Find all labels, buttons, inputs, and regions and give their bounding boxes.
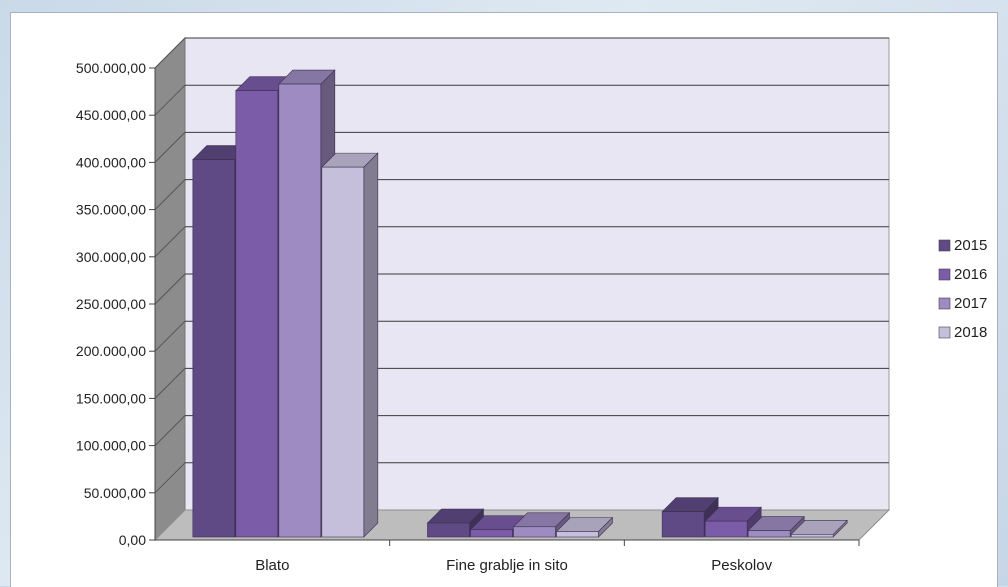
y-tick-label: 300.000,00 <box>76 249 146 265</box>
legend-swatch-2018 <box>938 326 951 339</box>
y-axis-ticks: 0,00 50.000,00 100.000,00 150.000,00 200.000… <box>76 60 156 548</box>
y-tick-label: 100.000,00 <box>76 438 146 454</box>
y-tick-label: 500.000,00 <box>76 60 146 76</box>
bar-front <box>321 166 365 538</box>
legend-label: 2016 <box>954 266 987 283</box>
y-tick-label: 400.000,00 <box>76 154 146 170</box>
gridline-depth <box>154 132 186 163</box>
bar-front <box>278 83 322 538</box>
bar-front <box>556 531 599 538</box>
bar-2018-1 <box>555 516 614 538</box>
gridline-depth <box>154 37 186 69</box>
x-category-label: Peskolov <box>711 557 772 574</box>
gridline-depth <box>154 415 186 446</box>
bar-front <box>470 529 513 538</box>
gridline-depth <box>154 84 186 116</box>
legend-label: 2015 <box>954 237 987 254</box>
legend-swatch-2015 <box>938 239 951 252</box>
y-tick-label: 150.000,00 <box>76 390 146 406</box>
bar-front <box>747 530 791 538</box>
bar-front <box>661 511 705 538</box>
legend-swatch-2016 <box>938 268 951 281</box>
gridline-depth <box>154 320 186 352</box>
x-category-label: Fine grablje in sito <box>446 557 568 574</box>
bar-front <box>513 526 556 538</box>
bar-chart: 0,00 50.000,00 100.000,00 150.000,00 200.000… <box>76 36 987 574</box>
legend-label: 2018 <box>954 324 987 341</box>
gridline-depth <box>154 273 186 305</box>
bar-2018-0 <box>321 152 379 538</box>
x-category-label: Blato <box>255 557 289 574</box>
x-axis-categories: Blato Fine grablje in sito Peskolov <box>155 539 860 574</box>
y-tick-label: 0,00 <box>119 532 146 548</box>
gridline-depth <box>154 226 186 258</box>
bar-2015-1 <box>426 508 485 538</box>
bar-front <box>790 534 834 538</box>
bar-front <box>192 159 236 538</box>
bar-side <box>363 152 379 538</box>
y-tick-label: 350.000,00 <box>76 202 146 218</box>
y-tick-label: 450.000,00 <box>76 107 146 123</box>
y-tick-label: 200.000,00 <box>76 343 146 359</box>
legend-swatch-2017 <box>938 297 951 310</box>
bar-front <box>704 520 748 538</box>
bar-2018-2 <box>790 519 848 538</box>
legend-label: 2017 <box>954 295 987 312</box>
bar-front <box>235 90 279 538</box>
bar-front <box>427 522 470 538</box>
chart-frame: 0,00 50.000,00 100.000,00 150.000,00 200.000… <box>10 12 998 587</box>
bars <box>192 69 848 538</box>
legend: 2015 2016 2017 2018 <box>938 237 987 341</box>
gridline-depth <box>154 179 186 210</box>
y-tick-label: 50.000,00 <box>84 485 146 501</box>
gridline-depth <box>154 462 186 494</box>
gridline-depth <box>154 368 186 399</box>
y-tick-label: 250.000,00 <box>76 296 146 312</box>
